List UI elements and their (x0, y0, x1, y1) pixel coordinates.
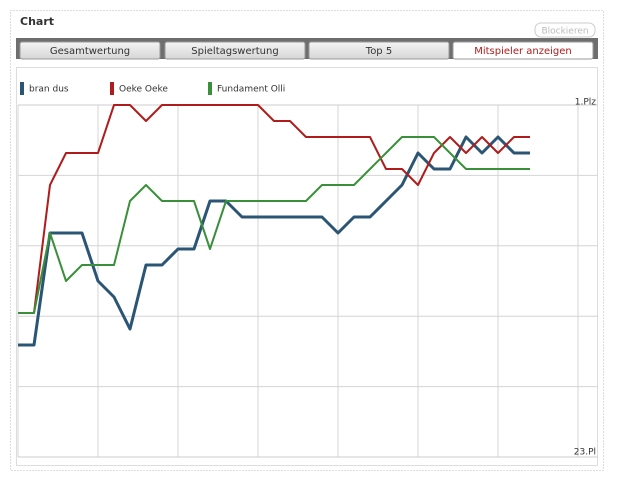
legend-swatch (110, 82, 114, 95)
chart-frame (16, 67, 598, 466)
tab[interactable] (452, 41, 594, 60)
tab-label[interactable]: Top 5 (365, 46, 392, 57)
legend-label: bran dus (29, 85, 69, 95)
legend-label: Fundament Olli (217, 85, 285, 95)
block-button-label[interactable]: Blockieren (541, 27, 588, 37)
tab[interactable] (164, 41, 306, 60)
tab[interactable] (19, 41, 161, 60)
legend-swatch (20, 82, 24, 95)
panel-title: Chart (20, 15, 54, 28)
block-button[interactable] (534, 22, 596, 38)
series-line (18, 135, 530, 347)
tab[interactable] (308, 41, 450, 60)
series-line (18, 136, 530, 314)
legend-swatch (208, 82, 212, 95)
y-tick-label: 23.Pl (574, 448, 596, 458)
tab-label[interactable]: Gesamtwertung (50, 46, 130, 57)
legend-label: Oeke Oeke (119, 85, 168, 95)
tab-label[interactable]: Spieltagswertung (191, 46, 278, 57)
tab-label[interactable]: Mitspieler anzeigen (474, 46, 572, 57)
series-line (18, 104, 530, 314)
y-tick-label: 1.Plz (575, 98, 597, 108)
